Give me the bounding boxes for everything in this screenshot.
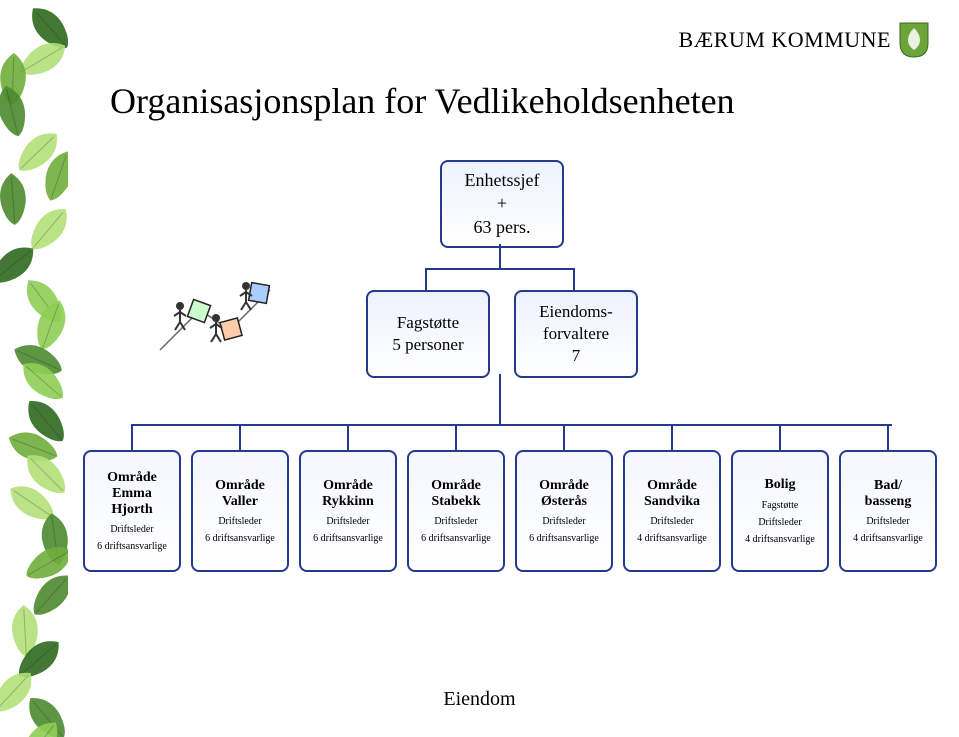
leaf-count: 4 driftsansvarlige xyxy=(627,533,717,544)
top-line3: 63 pers. xyxy=(442,216,562,239)
top-line2: + xyxy=(442,192,562,215)
t: Område xyxy=(107,470,157,485)
connector xyxy=(779,424,781,450)
leaf-role: Driftsleder xyxy=(87,524,177,535)
box-emma-hjorth: Område Emma Hjorth Driftsleder 6 driftsa… xyxy=(83,450,181,572)
leaf-name: Område Valler xyxy=(195,478,285,510)
leaf-role: Driftsleder xyxy=(303,516,393,527)
footer-text: Eiendom xyxy=(443,688,515,711)
page-title: Organisasjonsplan for Vedlikeholdsenhete… xyxy=(110,80,735,122)
box-osteras: Område Østerås Driftsleder 6 driftsansva… xyxy=(515,450,613,572)
mid0-line1: Fagstøtte xyxy=(368,312,488,334)
t: Område xyxy=(647,478,697,493)
leaf-role: Driftsleder xyxy=(627,516,717,527)
t: Område xyxy=(431,478,481,493)
box-rykkinn: Område Rykkinn Driftsleder 6 driftsansva… xyxy=(299,450,397,572)
left-decoration: // leaves generated below after data loa… xyxy=(0,0,68,737)
leaf-name: Område Sandvika xyxy=(627,478,717,510)
leaf-name: Bad/ basseng xyxy=(843,478,933,510)
leaf-name: Område Stabekk xyxy=(411,478,501,510)
connector xyxy=(573,268,575,290)
t: Hjorth xyxy=(111,502,152,517)
t: Stabekk xyxy=(431,494,480,509)
box-sandvika: Område Sandvika Driftsleder 4 driftsansv… xyxy=(623,450,721,572)
leaf-count: 6 driftsansvarlige xyxy=(411,533,501,544)
box-stabekk: Område Stabekk Driftsleder 6 driftsansva… xyxy=(407,450,505,572)
t: Østerås xyxy=(541,494,587,509)
box-bad-basseng: Bad/ basseng Driftsleder 4 driftsansvarl… xyxy=(839,450,937,572)
t: Sandvika xyxy=(644,494,700,509)
t: basseng xyxy=(865,494,912,509)
connector xyxy=(499,374,501,424)
t: Område xyxy=(539,478,589,493)
box-valler: Område Valler Driftsleder 6 driftsansvar… xyxy=(191,450,289,572)
t: Emma xyxy=(112,486,152,501)
box-bolig: Bolig Fagstøtte Driftsleder 4 driftsansv… xyxy=(731,450,829,572)
leaf-count: 6 driftsansvarlige xyxy=(519,533,609,544)
connector xyxy=(671,424,673,450)
connector xyxy=(455,424,457,450)
brand-text: BÆRUM KOMMUNE xyxy=(679,27,891,53)
connector xyxy=(347,424,349,450)
leaf-count: 6 driftsansvarlige xyxy=(303,533,393,544)
connector xyxy=(425,268,427,290)
connector xyxy=(887,424,889,450)
t: Bolig xyxy=(764,477,795,492)
leaf-count: 6 driftsansvarlige xyxy=(87,541,177,552)
t: Bad/ xyxy=(874,478,902,493)
connector xyxy=(425,268,575,270)
leaf-name: Område Østerås xyxy=(519,478,609,510)
leaf-role: Driftsleder xyxy=(411,516,501,527)
leaf-name: Område Rykkinn xyxy=(303,478,393,510)
mid1-line3: 7 xyxy=(516,345,636,367)
top-line1: Enhetssjef xyxy=(442,169,562,192)
t: Område xyxy=(215,478,265,493)
mid1-line2: forvaltere xyxy=(516,323,636,345)
connector xyxy=(499,244,501,268)
box-eiendomsforvaltere: Eiendoms- forvaltere 7 xyxy=(514,290,638,378)
shield-icon xyxy=(899,22,929,58)
leaf-count: 4 driftsansvarlige xyxy=(843,533,933,544)
leaf-count: 4 driftsansvarlige xyxy=(735,534,825,545)
leaf-role: Driftsleder xyxy=(195,516,285,527)
connector xyxy=(239,424,241,450)
leaf-role2: Driftsleder xyxy=(735,517,825,528)
connector xyxy=(131,424,133,450)
t: Rykkinn xyxy=(322,494,374,509)
clipart-teamwork xyxy=(150,250,280,360)
leaf-count: 6 driftsansvarlige xyxy=(195,533,285,544)
box-fagstotte: Fagstøtte 5 personer xyxy=(366,290,490,378)
brand: BÆRUM KOMMUNE xyxy=(679,22,929,58)
leaf-name: Bolig xyxy=(735,477,825,493)
leaf-name: Område Emma Hjorth xyxy=(87,470,177,518)
connector-bus xyxy=(132,424,892,426)
leaf-role: Fagstøtte xyxy=(735,500,825,511)
mid0-line2: 5 personer xyxy=(368,334,488,356)
mid1-line1: Eiendoms- xyxy=(516,301,636,323)
leaf-role: Driftsleder xyxy=(519,516,609,527)
leaf-role: Driftsleder xyxy=(843,516,933,527)
t: Område xyxy=(323,478,373,493)
connector xyxy=(563,424,565,450)
page: // leaves generated below after data loa… xyxy=(0,0,959,737)
t: Valler xyxy=(222,494,258,509)
box-enhetssjef: Enhetssjef + 63 pers. xyxy=(440,160,564,248)
